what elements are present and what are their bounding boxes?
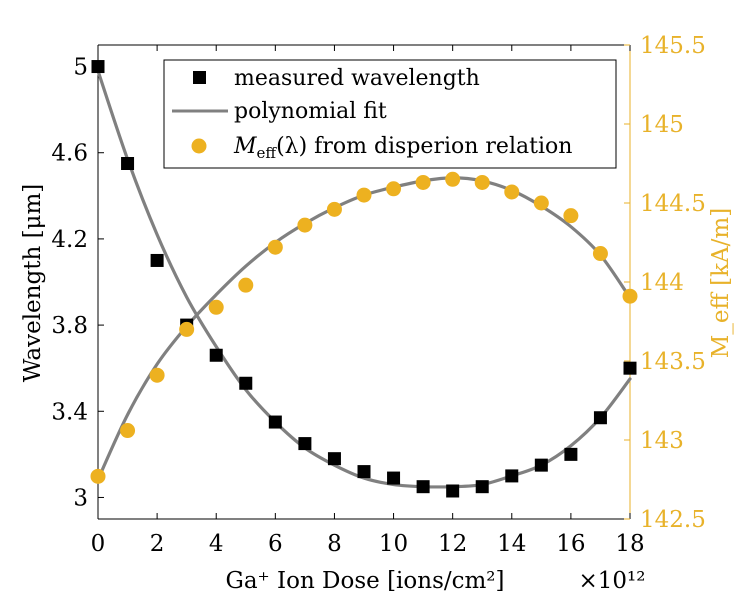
- measured-point: [268, 415, 282, 429]
- meff-point: [90, 468, 106, 484]
- legend-marker-circle: [191, 138, 207, 154]
- legend-marker-square: [193, 71, 206, 84]
- meff-point: [474, 174, 490, 190]
- y-left-tick-label: 4.2: [51, 227, 88, 253]
- y-left-tick-label: 3.8: [51, 313, 88, 339]
- meff-point: [208, 299, 224, 315]
- meff-point: [297, 217, 313, 233]
- x-tick-label: 6: [268, 531, 283, 557]
- x-tick-label: 16: [556, 531, 585, 557]
- measured-point: [387, 471, 401, 485]
- meff-point: [386, 181, 402, 197]
- axes-group: 0 2 4 6 8 10 12 14 16 18 3 3.4 3.8 4.2 4.6 5 142.5 143 143…: [51, 33, 705, 557]
- y-right-tick-label: 142.5: [640, 507, 706, 533]
- meff-point: [120, 423, 136, 439]
- meff-point: [533, 195, 549, 211]
- measured-point: [209, 348, 223, 362]
- x-tick-label: 14: [497, 531, 526, 557]
- y-right-tick-label: 145.5: [640, 33, 706, 59]
- x-tick-label: 12: [438, 531, 467, 557]
- measured-point: [298, 437, 312, 451]
- y-right-tick-label: 143.5: [640, 349, 706, 375]
- y-left-tick-label: 3: [73, 485, 88, 511]
- meff-point: [445, 171, 461, 187]
- meff-point: [592, 246, 608, 262]
- x-tick-label: 0: [91, 531, 106, 557]
- x-tick-label: 10: [379, 531, 408, 557]
- x-tick-label: 2: [150, 531, 165, 557]
- x-tick-label: 8: [327, 531, 342, 557]
- measured-point: [150, 253, 164, 267]
- legend-box: [163, 59, 617, 169]
- y-right-tick-label: 144: [640, 270, 684, 296]
- y-axis-right-title: M_eff [kA/m]: [708, 208, 734, 358]
- meff-point: [267, 239, 283, 255]
- meff-point: [563, 208, 579, 224]
- legend-label-meff-pre: M: [233, 134, 257, 159]
- legend-label-meff-sub: eff: [257, 144, 278, 162]
- meff-point: [326, 201, 342, 217]
- measured-point: [239, 376, 253, 390]
- legend-label-measured: measured wavelength: [234, 66, 480, 91]
- measured-point: [534, 458, 548, 472]
- x-axis-title-text: Ga⁺ Ion Dose [ions/cm²]: [225, 568, 504, 594]
- measured-point: [505, 469, 519, 483]
- meff-point: [238, 277, 254, 293]
- measured-point: [91, 60, 105, 74]
- x-axis-multiplier: ×10¹²: [579, 568, 646, 594]
- meff-point: [415, 174, 431, 190]
- meff-point: [179, 321, 195, 337]
- legend-label-meff: Meff(λ) from disperion relation: [233, 134, 572, 162]
- measured-point: [416, 480, 430, 494]
- y-right-tick-label: 143: [640, 428, 684, 454]
- meff-point: [622, 288, 638, 304]
- y-right-tick-label: 145: [640, 112, 684, 138]
- x-tick-label: 18: [615, 531, 644, 557]
- measured-point: [327, 452, 341, 466]
- x-tick-label: 4: [209, 531, 224, 557]
- meff-point: [356, 187, 372, 203]
- measured-point: [623, 361, 637, 375]
- measured-point: [446, 484, 460, 498]
- y-left-tick-label: 5: [73, 55, 88, 81]
- y-left-tick-label: 3.4: [51, 399, 88, 425]
- y-left-tick-label: 4.6: [51, 141, 88, 167]
- y-right-tick-label: 144.5: [640, 191, 706, 217]
- measured-point: [593, 411, 607, 425]
- meff-point: [504, 184, 520, 200]
- x-axis-title: Ga⁺ Ion Dose [ions/cm²]: [225, 568, 504, 594]
- measured-point: [564, 447, 578, 461]
- legend-label-fit: polynomial fit: [234, 99, 387, 124]
- measured-point: [121, 157, 135, 170]
- measured-point: [357, 465, 371, 479]
- meff-point: [149, 367, 165, 383]
- legend-label-meff-post: (λ) from disperion relation: [276, 134, 572, 159]
- fit-line: [96, 176, 632, 482]
- data-points-group: [90, 60, 638, 498]
- measured-point: [475, 480, 489, 494]
- legend: measured wavelength polynomial fit Meff(…: [163, 59, 617, 169]
- y-axis-left-title: Wavelength [μm]: [20, 184, 46, 383]
